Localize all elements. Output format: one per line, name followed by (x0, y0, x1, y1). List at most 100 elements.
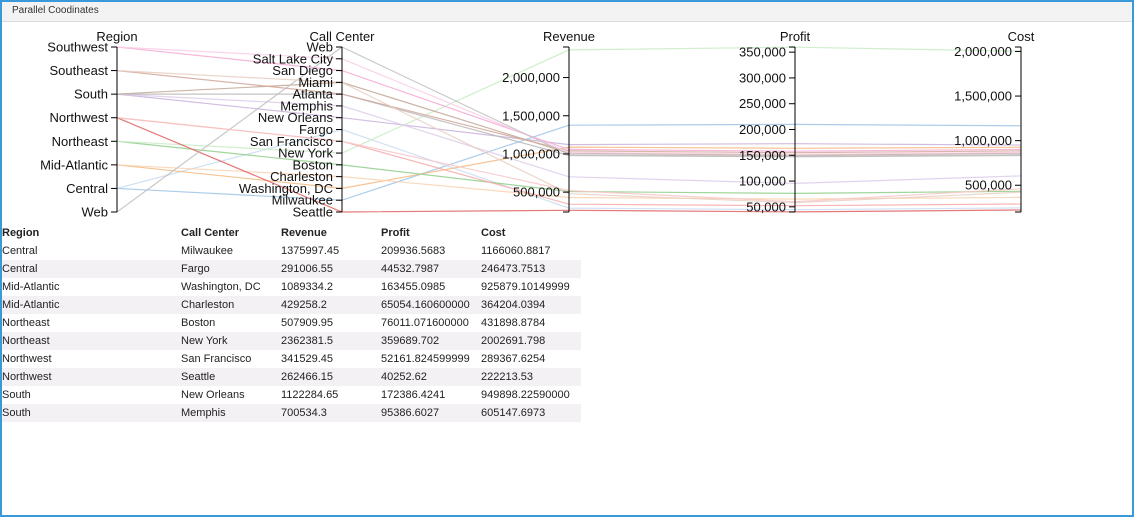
table-row[interactable]: Northwest San Francisco 341529.45 52161.… (2, 350, 581, 368)
cell-call-center: Fargo (181, 260, 281, 278)
table-row[interactable]: Central Fargo 291006.55 44532.7987 24647… (2, 260, 581, 278)
tick-label: Mid-Atlantic (40, 157, 108, 172)
cell-call-center: Memphis (181, 404, 281, 422)
tick-label: Milwaukee (272, 193, 333, 208)
cell-cost: 1166060.8817 (481, 245, 551, 257)
tick-label: Washington, DC (239, 181, 333, 196)
cell-revenue: 291006.55 (281, 260, 381, 278)
tick-label: Memphis (280, 98, 333, 113)
cell-call-center: Charleston (181, 296, 281, 314)
tick-label: 2,000,000 (502, 70, 560, 85)
cell-profit: 163455.0985 (381, 281, 446, 293)
cell-revenue: 2362381.5 (281, 332, 381, 350)
tick-label: 500,000 (965, 178, 1012, 193)
tick-label: 500,000 (513, 185, 560, 200)
tick-label: Web (307, 40, 334, 55)
tick-label: Atlanta (293, 87, 334, 102)
cell-profit: 95386.6027 (381, 404, 481, 422)
table-row[interactable]: Mid-Atlantic Charleston 429258.2 65054.1… (2, 296, 581, 314)
tick-label: 1,500,000 (954, 89, 1012, 104)
cell-region: Northeast (2, 317, 50, 329)
tick-label: Northwest (49, 110, 108, 125)
table-row[interactable]: Mid-Atlantic Washington, DC 1089334.2 16… (2, 278, 581, 296)
cell-region: South (2, 389, 31, 401)
cell-profit: 44532.7987 (381, 260, 481, 278)
cell-cost: 949898.22590000 (481, 389, 570, 401)
tick-label: Northeast (52, 134, 109, 149)
table-row[interactable]: Northwest Seattle 262466.15 40252.62 222… (2, 368, 581, 386)
axis-title[interactable]: Region (96, 29, 137, 44)
data-table: Region Call Center Revenue Profit Cost C… (2, 224, 581, 422)
cell-call-center: New Orleans (181, 389, 245, 401)
cell-revenue: 1089334.2 (281, 281, 333, 293)
table-row[interactable]: Northeast New York 2362381.5 359689.702 … (2, 332, 581, 350)
tick-label: 350,000 (739, 45, 786, 60)
cell-region: Northwest (2, 353, 52, 365)
cell-revenue: 700534.3 (281, 404, 381, 422)
cell-revenue: 341529.45 (281, 353, 333, 365)
table-row[interactable]: South Memphis 700534.3 95386.6027 605147… (2, 404, 581, 422)
cell-revenue: 1122284.65 (281, 389, 339, 401)
cell-profit: 76011.071600000 (381, 317, 469, 329)
cell-cost: 431898.8784 (481, 317, 546, 329)
tick-label: 100,000 (739, 174, 786, 189)
tick-label: Salt Lake City (253, 51, 334, 66)
tick-label: 1,000,000 (502, 146, 560, 161)
table-row[interactable]: Central Milwaukee 1375997.45 209936.5683… (2, 242, 581, 260)
axis-cost: Cost 500,000 1,000,000 1,500,000 2,000,000 (954, 29, 1035, 213)
cell-call-center: Washington, DC (181, 281, 261, 293)
cell-cost: 222213.53 (481, 368, 581, 386)
cell-revenue: 262466.15 (281, 368, 381, 386)
tick-label: 150,000 (739, 148, 786, 163)
cell-profit: 359689.702 (381, 332, 481, 350)
table-header-row: Region Call Center Revenue Profit Cost (2, 224, 581, 242)
header-revenue[interactable]: Revenue (281, 227, 327, 239)
cell-region: Central (2, 245, 38, 257)
header-cost[interactable]: Cost (481, 227, 506, 239)
tick-label: 1,500,000 (502, 108, 560, 123)
tick-label: Miami (298, 75, 333, 90)
cell-profit: 65054.160600000 (381, 296, 481, 314)
tick-label: Boston (293, 157, 333, 172)
tick-label: 250,000 (739, 96, 786, 111)
cell-profit: 40252.62 (381, 368, 481, 386)
cell-cost: 605147.6973 (481, 404, 581, 422)
tick-label: 1,000,000 (954, 133, 1012, 148)
header-call-center[interactable]: Call Center (181, 227, 240, 239)
cell-call-center: New York (181, 332, 281, 350)
cell-cost: 364204.0394 (481, 296, 581, 314)
axis-title[interactable]: Profit (780, 29, 811, 44)
axis-title[interactable]: Cost (1008, 29, 1035, 44)
cell-region: Northwest (2, 368, 181, 386)
tick-label: Web (82, 205, 109, 220)
header-profit[interactable]: Profit (381, 227, 410, 239)
tick-label: Central (66, 181, 108, 196)
tick-label: 2,000,000 (954, 44, 1012, 59)
tick-label: New York (278, 146, 333, 161)
tick-label: 200,000 (739, 122, 786, 137)
tick-label: San Diego (272, 63, 333, 78)
cell-region: South (2, 404, 181, 422)
header-region[interactable]: Region (2, 227, 40, 239)
cell-call-center: Seattle (181, 368, 281, 386)
cell-call-center: Boston (181, 317, 216, 329)
table-row[interactable]: Northeast Boston 507909.95 76011.0716000… (2, 314, 581, 332)
table-row[interactable]: South New Orleans 1122284.65 172386.4241… (2, 386, 581, 404)
cell-call-center: Milwaukee (181, 245, 233, 257)
tick-label: San Francisco (250, 134, 333, 149)
tick-label: Seattle (293, 205, 333, 220)
axis-title[interactable]: Call Center (309, 29, 375, 44)
cell-revenue: 429258.2 (281, 296, 381, 314)
axis-title[interactable]: Revenue (543, 29, 595, 44)
tick-label: South (74, 87, 108, 102)
cell-cost: 2002691.798 (481, 332, 581, 350)
cell-profit: 52161.824599999 (381, 353, 470, 365)
cell-profit: 209936.5683 (381, 245, 446, 257)
tick-label: 300,000 (739, 70, 786, 85)
panel-title: Parallel Coodinates (12, 5, 99, 16)
axis-profit: Profit 50,000 100,000 150,000 200,000 250,000… (739, 29, 811, 214)
